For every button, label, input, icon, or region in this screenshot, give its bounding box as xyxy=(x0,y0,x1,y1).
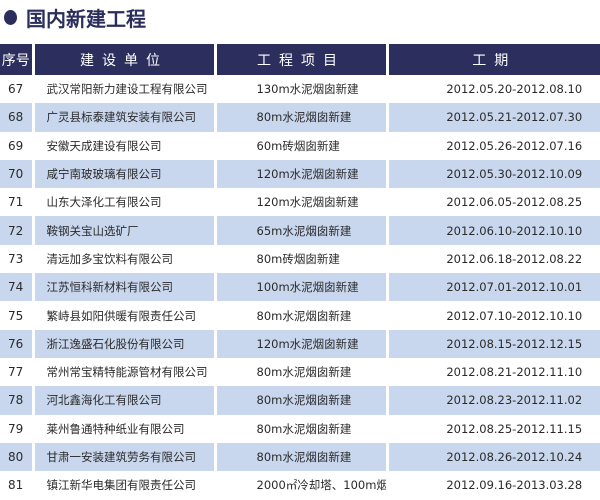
cell-project: 80m水泥烟囱新建 xyxy=(215,442,389,472)
cell-period: 2012.08.15-2012.12.15 xyxy=(387,329,600,358)
cell-unit: 清远加多宝饮料有限公司 xyxy=(33,244,217,274)
cell-period: 2012.07.01-2012.10.01 xyxy=(387,273,600,302)
cell-unit: 河北鑫海化工有限公司 xyxy=(33,386,217,415)
cell-unit: 莱州鲁通特种纸业有限公司 xyxy=(33,414,217,443)
cell-unit: 咸宁南玻玻璃有限公司 xyxy=(33,159,217,189)
cell-period: 2012.08.23-2012.11.02 xyxy=(387,386,600,415)
cell-no: 80 xyxy=(0,442,35,472)
table-row: 67 武汉常阳新力建设工程有限公司 130m水泥烟囱新建 2012.05.20-201… xyxy=(0,75,600,104)
table-row: 71 山东大泽化工有限公司 120m水泥烟囱新建 2012.06.05-2012.08… xyxy=(0,188,600,217)
cell-unit: 常州常宝精特能源管材有限公司 xyxy=(33,357,217,387)
header-project: 工程项目 xyxy=(215,44,389,75)
cell-period: 2012.08.25-2012.11.15 xyxy=(446,421,583,436)
table-row: 74 江苏恒科新材料有限公司 100m水泥烟囱新建 2012.07.01-2012.1… xyxy=(0,273,600,302)
cell-period: 2012.09.16-2013.03.28 xyxy=(446,478,583,493)
cell-project: 120m水泥烟囱新建 xyxy=(215,188,389,217)
cell-unit: 鞍钢关宝山选矿厂 xyxy=(33,216,217,245)
table-row: 77 常州常宝精特能源管材有限公司 80m水泥烟囱新建 2012.08.21-2012… xyxy=(0,357,600,387)
bullet-icon xyxy=(4,9,17,25)
table-row: 68 广灵县标泰建筑安装有限公司 80m水泥烟囱新建 2012.05.21-2012.… xyxy=(0,103,600,132)
table-row: 73 清远加多宝饮料有限公司 80m砖烟囱新建 2012.06.18-2012.08.… xyxy=(0,244,600,274)
cell-project: 80m水泥烟囱新建 xyxy=(215,103,389,132)
cell-no: 73 xyxy=(0,244,35,274)
cell-no: 74 xyxy=(0,273,35,302)
cell-no: 77 xyxy=(0,357,35,387)
cell-no: 75 xyxy=(0,301,35,330)
header-period: 工期 xyxy=(387,44,600,75)
cell-unit: 安徽天成建设有限公司 xyxy=(33,131,217,160)
cell-unit: 广灵县标泰建筑安装有限公司 xyxy=(33,103,217,132)
cell-unit: 山东大泽化工有限公司 xyxy=(33,188,217,217)
cell-project: 60m砖烟囱新建 xyxy=(215,131,389,160)
section-title-text: 国内新建工程 xyxy=(26,6,146,31)
cell-no: 76 xyxy=(0,329,35,358)
cell-unit: 甘肃一安装建筑劳务有限公司 xyxy=(33,442,217,472)
cell-period: 2012.05.26-2012.07.16 xyxy=(446,138,583,153)
table-row: 79 莱州鲁通特种纸业有限公司 80m水泥烟囱新建 2012.08.25-2012.1… xyxy=(0,414,600,443)
cell-period: 2012.05.21-2012.07.30 xyxy=(387,103,600,132)
table-row: 78 河北鑫海化工有限公司 80m水泥烟囱新建 2012.08.23-2012.11.… xyxy=(0,386,600,415)
table-row: 76 浙江逸盛石化股份有限公司 120m水泥烟囱新建 2012.08.15-2012.… xyxy=(0,329,600,358)
cell-project: 100m水泥烟囱新建 xyxy=(215,273,389,302)
cell-no: 70 xyxy=(0,159,35,189)
cell-no: 72 xyxy=(0,216,35,245)
cell-unit: 繁峙县如阳供暖有限责任公司 xyxy=(33,301,217,330)
cell-no: 69 xyxy=(0,131,35,160)
cell-unit: 江苏恒科新材料有限公司 xyxy=(33,273,217,302)
cell-no: 81 xyxy=(0,471,35,500)
cell-project: 120m水泥烟囱新建 xyxy=(215,159,389,189)
cell-no: 68 xyxy=(0,103,35,132)
cell-period: 2012.08.21-2012.11.10 xyxy=(446,365,583,380)
cell-period: 2012.05.30-2012.10.09 xyxy=(387,159,600,189)
cell-no: 79 xyxy=(0,414,35,443)
table-header: 序号 建设单位 工程项目 工期 xyxy=(0,44,600,75)
table-row: 70 咸宁南玻玻璃有限公司 120m水泥烟囱新建 2012.05.30-2012.10… xyxy=(0,159,600,189)
cell-project: 80m水泥烟囱新建 xyxy=(215,386,389,415)
cell-project: 80m水泥烟囱新建 xyxy=(215,357,389,387)
cell-period: 2012.06.18-2012.08.22 xyxy=(446,251,583,266)
cell-project: 2000㎡冷却塔、100m烟囱新建 xyxy=(215,471,389,500)
cell-no: 71 xyxy=(0,188,35,217)
cell-period: 2012.07.10-2012.10.10 xyxy=(446,308,583,323)
header-unit: 建设单位 xyxy=(33,44,217,75)
cell-no: 78 xyxy=(0,386,35,415)
cell-period: 2012.06.05-2012.08.25 xyxy=(446,195,583,210)
cell-project: 120m水泥烟囱新建 xyxy=(215,329,389,358)
cell-period: 2012.08.26-2012.10.24 xyxy=(387,442,600,472)
section-title: 国内新建工程 xyxy=(4,2,146,32)
table-row: 69 安徽天成建设有限公司 60m砖烟囱新建 2012.05.26-2012.07.1… xyxy=(0,131,600,160)
cell-project: 80m水泥烟囱新建 xyxy=(215,301,389,330)
cell-project: 80m水泥烟囱新建 xyxy=(215,414,389,443)
cell-project: 65m水泥烟囱新建 xyxy=(215,216,389,245)
header-no: 序号 xyxy=(0,44,35,75)
table-row: 75 繁峙县如阳供暖有限责任公司 80m水泥烟囱新建 2012.07.10-2012.… xyxy=(0,301,600,330)
table-row: 80 甘肃一安装建筑劳务有限公司 80m水泥烟囱新建 2012.08.26-2012.… xyxy=(0,442,600,472)
table-row: 72 鞍钢关宝山选矿厂 65m水泥烟囱新建 2012.06.10-2012.10.10 xyxy=(0,216,600,245)
cell-period: 2012.05.20-2012.08.10 xyxy=(446,82,583,97)
projects-table: 序号 建设单位 工程项目 工期 67 武汉常阳新力建设工程有限公司 130m水泥烟囱… xyxy=(0,44,600,500)
cell-unit: 镇江新华电集团有限责任公司 xyxy=(33,471,217,500)
cell-project: 130m水泥烟囱新建 xyxy=(215,75,389,104)
cell-unit: 武汉常阳新力建设工程有限公司 xyxy=(33,75,217,104)
cell-no: 67 xyxy=(0,75,35,104)
cell-project: 80m砖烟囱新建 xyxy=(215,244,389,274)
cell-unit: 浙江逸盛石化股份有限公司 xyxy=(33,329,217,358)
cell-period: 2012.06.10-2012.10.10 xyxy=(387,216,600,245)
